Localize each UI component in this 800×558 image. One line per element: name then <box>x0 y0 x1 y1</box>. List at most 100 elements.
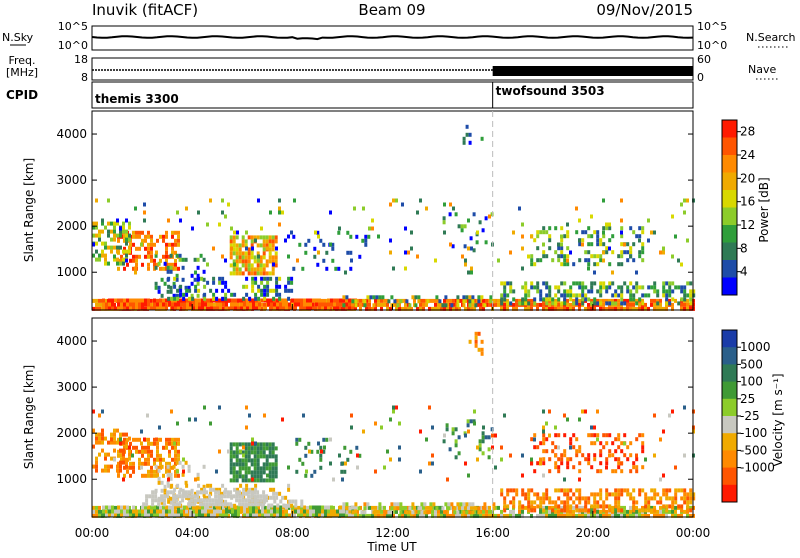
scatter-cell <box>380 298 383 303</box>
scatter-cell <box>659 509 662 514</box>
scatter-cell <box>620 226 624 231</box>
scatter-cell <box>551 500 555 505</box>
scatter-cell <box>689 505 692 510</box>
scatter-cell <box>113 233 116 238</box>
scatter-cell <box>195 505 198 510</box>
scatter-cell <box>542 500 546 505</box>
scatter-cell <box>471 502 475 507</box>
scatter-cell <box>339 513 342 518</box>
scatter-cell <box>356 513 359 518</box>
colorbar-tick-label: 4 <box>740 265 748 279</box>
scatter-cell <box>104 253 107 258</box>
scatter-cell <box>150 246 153 251</box>
scatter-cell <box>249 509 252 514</box>
scatter-cell <box>284 503 288 508</box>
scatter-cell <box>104 452 107 457</box>
scatter-cell <box>464 513 467 518</box>
scatter-cell <box>447 502 451 507</box>
scatter-cell <box>285 302 288 307</box>
scatter-cell <box>224 214 227 219</box>
scatter-cell <box>194 270 197 275</box>
scatter-cell <box>168 302 171 307</box>
scatter-cell <box>452 306 455 311</box>
scatter-cell <box>247 267 251 272</box>
scatter-cell <box>512 504 516 509</box>
freq-left-tick-top: 18 <box>74 53 88 66</box>
scatter-cell <box>434 302 437 307</box>
scatter-cell <box>449 505 452 510</box>
scatter-cell <box>269 210 272 215</box>
scatter-cell <box>241 259 245 264</box>
scatter-cell <box>484 240 488 245</box>
scatter-cell <box>419 302 422 307</box>
scatter-cell <box>185 509 188 514</box>
scatter-cell <box>602 500 606 505</box>
freq-left-unit: [MHz] <box>6 66 38 79</box>
scatter-cell <box>210 306 213 311</box>
scatter-cell <box>362 513 365 518</box>
scatter-cell <box>599 449 603 454</box>
scatter-cell <box>665 504 669 509</box>
scatter-cell <box>596 254 600 259</box>
scatter-cell <box>445 423 449 428</box>
scatter-cell <box>515 306 518 311</box>
scatter-cell <box>236 487 240 492</box>
scatter-cell <box>587 461 591 466</box>
scatter-cell <box>389 306 392 311</box>
scatter-cell <box>530 461 533 466</box>
colorbar-tick-label: 12 <box>740 218 755 232</box>
scatter-cell <box>104 298 107 303</box>
scatter-cell <box>545 254 549 259</box>
scatter-cell <box>261 298 264 303</box>
scatter-cell <box>132 302 135 307</box>
scatter-cell <box>451 427 455 432</box>
scatter-cell <box>578 218 581 223</box>
scatter-cell <box>149 302 152 307</box>
scatter-cell <box>632 504 636 509</box>
scatter-cell <box>614 289 618 294</box>
scatter-cell <box>95 233 98 238</box>
scatter-cell <box>478 443 482 448</box>
scatter-cell <box>539 441 543 446</box>
scatter-cell <box>420 502 424 507</box>
scatter-cell <box>209 421 212 426</box>
scatter-cell <box>177 230 180 235</box>
scatter-cell <box>117 298 120 303</box>
scatter-cell <box>602 250 605 255</box>
scatter-cell <box>545 496 549 501</box>
scatter-cell <box>629 246 633 251</box>
scatter-cell <box>273 513 276 518</box>
scatter-cell <box>587 242 591 247</box>
scatter-cell <box>92 513 95 518</box>
ground-scatter-cell <box>166 494 170 499</box>
scatter-cell <box>378 295 382 300</box>
scatter-cell <box>191 296 195 301</box>
scatter-cell <box>263 276 267 281</box>
scatter-cell <box>153 473 156 478</box>
scatter-cell <box>259 466 263 471</box>
ground-scatter-cell <box>193 502 197 507</box>
scatter-cell <box>284 288 288 293</box>
scatter-cell <box>319 445 323 450</box>
scatter-cell <box>461 505 464 510</box>
ground-scatter-cell <box>199 498 203 503</box>
scatter-cell <box>238 259 242 264</box>
scatter-cell <box>506 488 510 493</box>
scatter-cell <box>230 226 233 231</box>
scatter-cell <box>671 289 675 294</box>
scatter-cell <box>416 306 419 311</box>
scatter-cell <box>117 449 120 454</box>
scatter-cell <box>141 445 144 450</box>
scatter-cell <box>271 446 275 451</box>
scatter-cell <box>202 277 206 282</box>
scatter-cell <box>268 474 272 479</box>
scatter-cell <box>321 302 324 307</box>
ground-scatter-cell <box>250 502 254 507</box>
scatter-cell <box>428 298 431 303</box>
scatter-cell <box>98 432 101 437</box>
scatter-cell <box>274 239 278 244</box>
scatter-cell <box>235 267 239 272</box>
scatter-cell <box>153 441 156 446</box>
scatter-cell <box>626 306 629 311</box>
scatter-cell <box>596 504 600 509</box>
